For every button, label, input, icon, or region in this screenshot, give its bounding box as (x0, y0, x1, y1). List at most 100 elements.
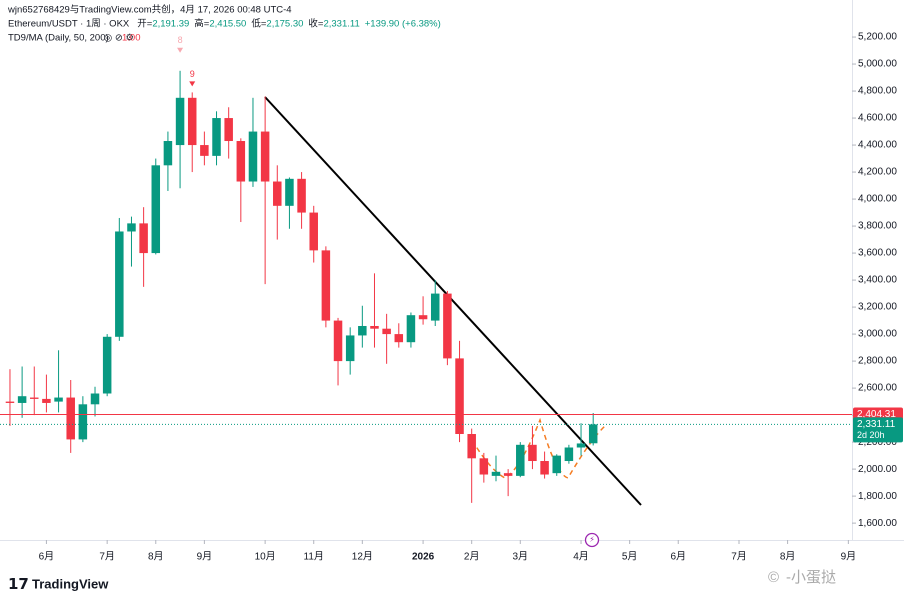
level-label: 2,404.31 (857, 409, 896, 420)
x-tick-label: 8月 (148, 551, 164, 563)
candle-body (115, 231, 124, 337)
candle-body (443, 293, 452, 359)
candle-body (212, 118, 221, 156)
candle-body (588, 424, 598, 444)
candle-body (455, 358, 464, 435)
candle-body (17, 396, 27, 403)
candle-body (260, 131, 270, 182)
candle-body (430, 293, 440, 321)
x-tick-label: 3月 (513, 551, 529, 563)
ohlc-value: 2,415.50 (209, 19, 246, 30)
td-label: 8 (178, 35, 183, 45)
x-tick-label: 7月 (99, 551, 115, 563)
ohlc-value: 2,191.39 (152, 19, 189, 30)
x-tick-label: 6月 (39, 551, 55, 563)
x-tick-label: 9月 (841, 551, 857, 563)
ohlc-value: 2,331.11 (323, 19, 359, 30)
y-tick-label: 1,600.00 (858, 518, 897, 529)
change: +139.90 (+6.38%) (365, 19, 441, 30)
x-tick-label: 11月 (304, 551, 324, 563)
candle-body (491, 471, 501, 476)
td-label: 9 (190, 69, 195, 79)
ohlc-key: 高= (194, 18, 210, 30)
x-tick-label: 9月 (197, 551, 213, 563)
candle-body (333, 320, 343, 362)
candle-body (528, 444, 537, 462)
td-arrow (177, 47, 184, 53)
x-tick-label: 10月 (255, 551, 276, 563)
candle-body (406, 315, 416, 343)
dashed-curve (471, 417, 607, 479)
y-tick-label: 2,000.00 (858, 464, 897, 475)
candle-body (248, 131, 258, 182)
indicator-value: 1.00 (122, 33, 141, 44)
candle-body (297, 178, 306, 213)
candle-body (382, 328, 391, 335)
x-tick-label: 2月 (464, 551, 480, 563)
candle-body (345, 335, 355, 362)
candle-body (309, 212, 318, 251)
candle-body (163, 141, 173, 166)
candle-body (30, 397, 39, 399)
candle-body (273, 181, 282, 206)
candle-body (200, 145, 209, 156)
y-tick-label: 3,000.00 (858, 329, 897, 340)
y-tick-label: 4,000.00 (858, 194, 897, 205)
indicator-name: TD9/MA (Daily, 50, 200) (8, 33, 109, 44)
candle-body (479, 458, 489, 475)
logo: TradingView (32, 576, 109, 591)
candle-body (151, 165, 161, 254)
candle-body (54, 397, 63, 402)
y-tick-label: 1,800.00 (858, 491, 897, 502)
indicator-icons[interactable]: ◎ ⊘ ⚙ (104, 33, 134, 44)
candle-body (90, 393, 100, 405)
event-icon-glyph: ⚡ (589, 535, 595, 544)
x-tick-label: 4月 (573, 551, 589, 563)
candle-body (370, 325, 379, 329)
candle-body (187, 97, 197, 146)
candle-body (418, 315, 428, 320)
candle-body (66, 397, 75, 440)
candles (5, 70, 598, 503)
candle-body (285, 178, 294, 206)
candle-body (175, 97, 185, 146)
y-tick-label: 4,800.00 (858, 86, 897, 97)
x-tick-label: 2026 (412, 552, 435, 563)
td-arrow (189, 81, 196, 87)
author-line: wjn652768429与TradingView.com共创，4月 17, 20… (7, 4, 292, 16)
candle-body (236, 141, 246, 182)
candle-body (139, 223, 148, 254)
y-tick-label: 4,400.00 (858, 140, 897, 151)
last-price-box (853, 417, 903, 443)
y-tick-label: 3,200.00 (858, 302, 897, 313)
candle-body (552, 455, 561, 474)
ohlc-key: 开= (137, 19, 153, 30)
y-tick-label: 3,800.00 (858, 221, 897, 232)
candle-body (102, 336, 112, 394)
y-tick-label: 5,000.00 (858, 59, 897, 70)
event-icon[interactable] (584, 532, 600, 548)
candle-body (358, 325, 367, 336)
symbol: Ethereum/USDT · 1周 · OKX (8, 19, 130, 30)
y-tick-label: 3,400.00 (858, 275, 897, 286)
y-tick-label: 5,200.00 (858, 32, 897, 43)
candle-body (564, 447, 574, 462)
y-tick-label: 4,600.00 (858, 113, 897, 124)
candle-body (394, 334, 404, 343)
ohlc-legend: Ethereum/USDT · 1周 · OKX 开= 2,191.39 高= 2,41… (8, 18, 441, 30)
x-tick-label: 6月 (670, 551, 686, 563)
ohlc-key: 收= (308, 18, 324, 30)
x-tick-label: 12月 (352, 551, 373, 563)
candle-body (516, 444, 525, 476)
y-tick-label: 3,600.00 (858, 248, 897, 259)
candle-body (467, 434, 476, 459)
logo-mark: 𝟭𝟳 (8, 576, 29, 593)
watermark-icon: © (768, 569, 779, 586)
y-tick-label: 2,600.00 (858, 383, 897, 394)
x-tick-label: 8月 (780, 551, 796, 563)
candle-body (503, 473, 513, 476)
ohlc-key: 低= (251, 18, 267, 30)
x-tick-label: 7月 (731, 551, 747, 563)
